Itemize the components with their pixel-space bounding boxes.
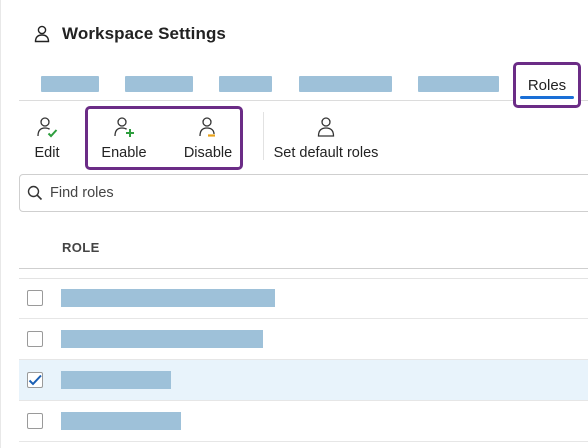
row-checkbox[interactable] <box>27 331 43 347</box>
tab-roles-label: Roles <box>527 77 567 94</box>
checkmark-icon <box>28 374 42 386</box>
table-row[interactable] <box>19 401 588 442</box>
disable-label: Disable <box>183 145 233 161</box>
table-header: ROLE <box>19 228 588 269</box>
row-checkbox[interactable] <box>27 413 43 429</box>
role-name-redacted <box>61 289 275 307</box>
user-minus-icon <box>197 115 219 139</box>
tab-redacted-5[interactable] <box>418 76 499 92</box>
user-icon <box>34 25 50 43</box>
enable-label: Enable <box>101 145 147 161</box>
edit-label: Edit <box>34 145 60 161</box>
row-checkbox-checked[interactable] <box>27 372 43 388</box>
user-icon <box>315 115 337 139</box>
find-roles-search[interactable] <box>19 174 588 212</box>
toolbar-divider <box>263 112 264 160</box>
table-row[interactable] <box>19 278 588 319</box>
row-checkbox[interactable] <box>27 290 43 306</box>
tab-redacted-1[interactable] <box>41 76 99 92</box>
role-name-redacted <box>61 330 263 348</box>
set-default-roles-label: Set default roles <box>273 145 379 161</box>
edit-button[interactable]: Edit <box>25 106 69 170</box>
tab-redacted-2[interactable] <box>125 76 193 92</box>
search-icon <box>20 185 50 201</box>
page-title: Workspace Settings <box>62 24 226 43</box>
column-header-role[interactable]: ROLE <box>62 240 100 255</box>
tab-redacted-4[interactable] <box>299 76 392 92</box>
enable-button[interactable]: Enable <box>93 106 155 170</box>
roles-table-body <box>19 278 588 442</box>
user-check-icon <box>36 115 58 139</box>
disable-button[interactable]: Disable <box>177 106 239 170</box>
set-default-roles-button[interactable]: Set default roles <box>267 106 385 170</box>
search-input[interactable] <box>50 185 530 201</box>
user-plus-icon <box>113 115 135 139</box>
table-row[interactable] <box>19 319 588 360</box>
table-row-selected[interactable] <box>19 360 588 401</box>
tab-roles[interactable]: Roles <box>513 62 581 108</box>
roles-toolbar: Edit Enable Disable <box>19 106 588 170</box>
role-name-redacted <box>61 371 171 389</box>
role-name-redacted <box>61 412 181 430</box>
settings-tabs: Roles <box>19 60 588 108</box>
active-tab-indicator <box>520 96 574 99</box>
page-header: Workspace Settings <box>34 24 226 44</box>
table-top-divider <box>19 278 588 279</box>
tab-redacted-3[interactable] <box>219 76 272 92</box>
